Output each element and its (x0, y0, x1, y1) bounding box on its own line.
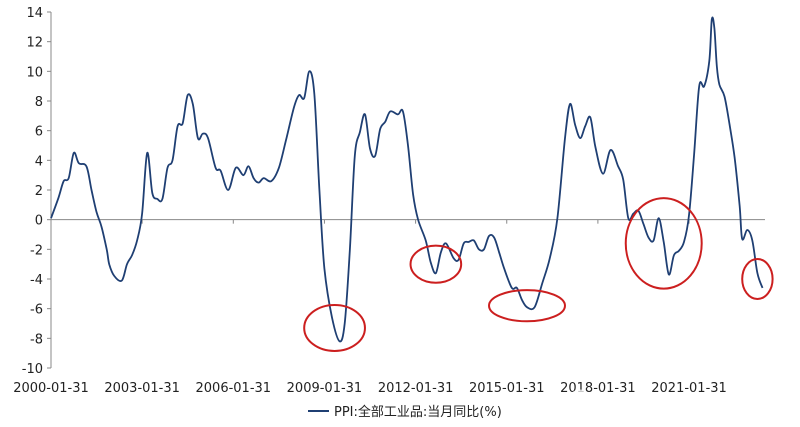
y-tick-label: -10 (22, 362, 43, 377)
x-tick-label: 2003-01-31 (104, 381, 180, 396)
x-axis: 2000-01-31 2003-01-31 2006-01-31 2009-01-31… (13, 219, 765, 396)
x-tick-label: 2006-01-31 (196, 381, 272, 396)
highlight-circle (741, 257, 774, 301)
legend: PPI:全部工业品:当月同比(%) (308, 404, 502, 420)
x-tick-label: 2009-01-31 (287, 381, 363, 396)
y-tick-label: -2 (30, 243, 43, 258)
y-tick-label: 0 (35, 214, 43, 229)
series-layer (50, 16, 764, 343)
y-tick-label: 6 (35, 125, 43, 140)
legend-label: PPI:全部工业品:当月同比(%) (334, 404, 502, 420)
highlight-circle (488, 289, 566, 323)
snowball-logo-icon (567, 389, 593, 415)
x-tick-label: 2021-01-31 (651, 381, 727, 396)
highlight-circle (409, 244, 463, 284)
y-axis: 14 12 10 8 6 4 2 0 -2 -4 -6 -8 -10 (22, 6, 52, 377)
x-tick-label: 2012-01-31 (378, 381, 454, 396)
y-tick-label: 2 (35, 184, 43, 199)
y-tick-label: 14 (26, 6, 43, 21)
y-tick-label: 12 (26, 36, 43, 51)
watermark: 雪球：金牛超量号 (567, 389, 750, 415)
highlight-circle (303, 303, 366, 352)
x-tick-label: 2015-01-31 (469, 381, 545, 396)
series-line-ppi (50, 16, 764, 343)
x-tick-label: 2000-01-31 (13, 381, 89, 396)
watermark-text: 雪球：金牛超量号 (598, 391, 750, 414)
y-tick-label: -4 (30, 273, 43, 288)
y-tick-label: -6 (30, 303, 43, 318)
y-tick-label: 8 (35, 95, 43, 110)
highlight-layer (303, 197, 774, 352)
y-tick-label: 10 (26, 65, 43, 80)
y-tick-label: 4 (35, 154, 43, 169)
y-tick-label: -8 (30, 332, 43, 347)
highlight-circle (624, 197, 703, 290)
